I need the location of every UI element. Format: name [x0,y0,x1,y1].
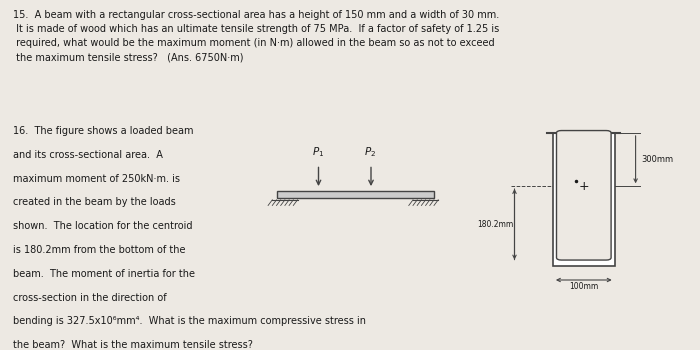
Text: maximum moment of 250kN·m. is: maximum moment of 250kN·m. is [13,174,180,184]
Text: beam.  The moment of inertia for the: beam. The moment of inertia for the [13,269,195,279]
Text: created in the beam by the loads: created in the beam by the loads [13,197,175,208]
Text: +: + [578,180,589,193]
Text: 15.  A beam with a rectangular cross-sectional area has a height of 150 mm and a: 15. A beam with a rectangular cross-sect… [13,10,499,63]
Text: 180.2mm: 180.2mm [477,220,513,229]
Text: the beam?  What is the maximum tensile stress?: the beam? What is the maximum tensile st… [13,340,253,350]
Text: 100mm: 100mm [569,282,598,291]
Text: 300mm: 300mm [641,155,673,164]
Text: and its cross-sectional area.  A: and its cross-sectional area. A [13,150,162,160]
Text: is 180.2mm from the bottom of the: is 180.2mm from the bottom of the [13,245,185,255]
Text: bending is 327.5x10⁶mm⁴.  What is the maximum compressive stress in: bending is 327.5x10⁶mm⁴. What is the max… [13,316,365,327]
Text: cross-section in the direction of: cross-section in the direction of [13,293,166,303]
Text: shown.  The location for the centroid: shown. The location for the centroid [13,221,192,231]
Text: 16.  The figure shows a loaded beam: 16. The figure shows a loaded beam [13,126,193,136]
Text: $P_1$: $P_1$ [312,146,323,159]
Text: $P_2$: $P_2$ [364,146,376,159]
